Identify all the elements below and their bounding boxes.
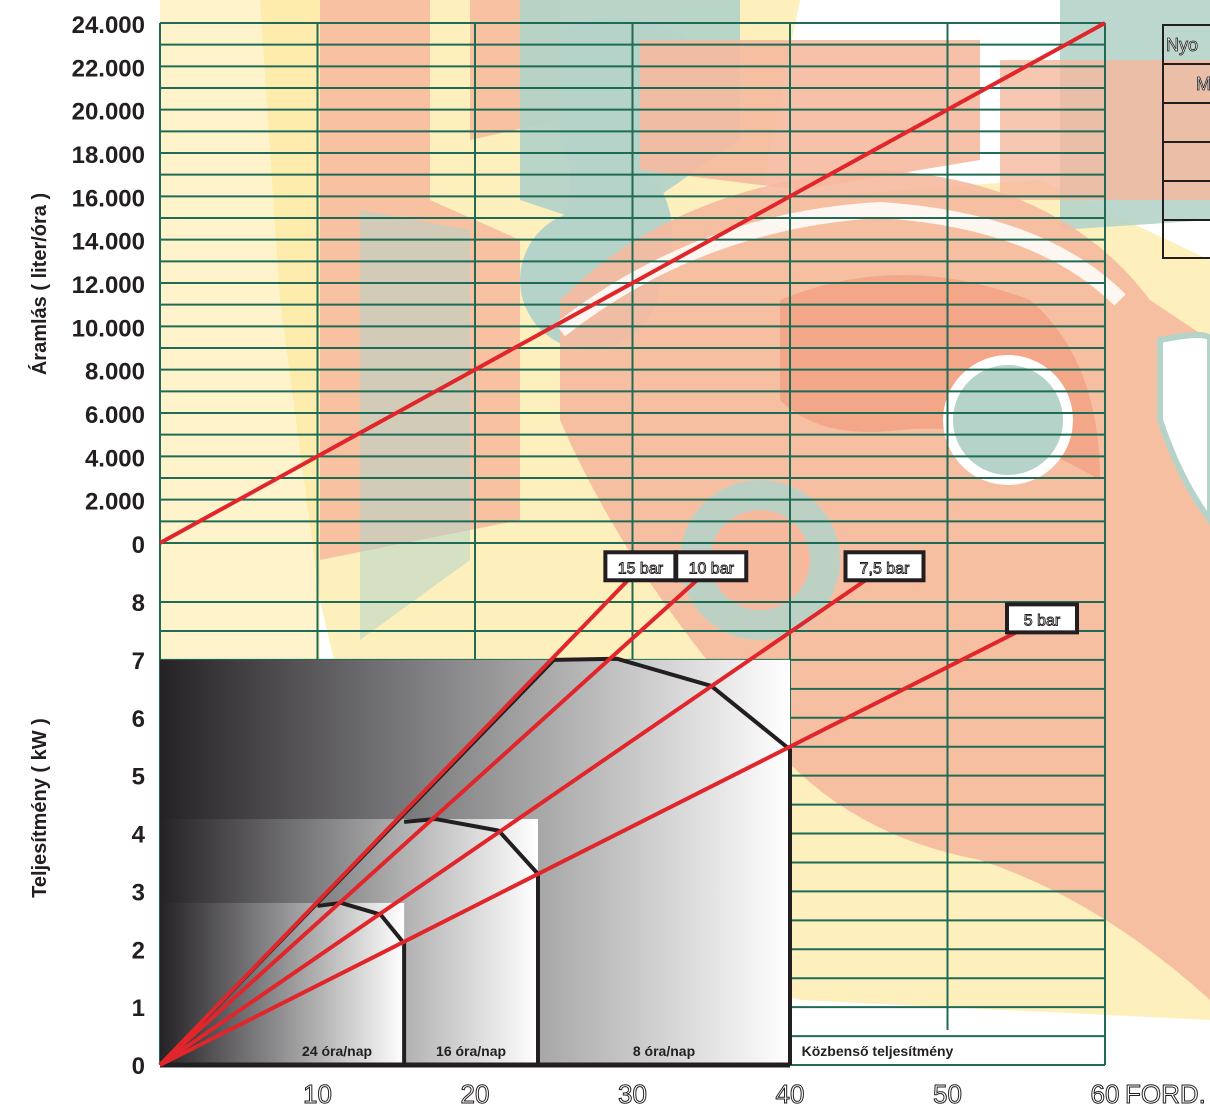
top-y-tick-label: 2.000 [85, 489, 145, 516]
x-tick-label: 20 [461, 1079, 490, 1106]
top-y-tick-label: 18.000 [72, 142, 145, 169]
top-y-tick-label: 24.000 [72, 12, 145, 39]
bottom-y-tick-label: 2 [132, 937, 145, 964]
series-tag-box [674, 550, 749, 583]
flow-series-line [159, 21, 1106, 545]
bottom-y-tick-label: 0 [132, 1053, 145, 1080]
bottom-y-tick-label: 1 [132, 995, 145, 1022]
zone-label-2: 8 óra/nap [633, 1043, 695, 1059]
series-tag-box [843, 550, 926, 583]
top-y-tick-label: 16.000 [72, 185, 145, 212]
x-tick-label: 60 [1091, 1079, 1120, 1106]
bottom-y-tick-label: 5 [132, 764, 145, 791]
series-tag-1: 10 bar [674, 550, 749, 583]
series-tag-box [1005, 602, 1079, 635]
legend-table-cell: M [1196, 74, 1210, 94]
top-y-tick-label: 8.000 [85, 359, 145, 386]
series-tag-label: 5 bar [1024, 612, 1061, 629]
x-tick-label: 10 [303, 1079, 332, 1106]
series-tag-label: 10 bar [689, 560, 735, 577]
operating-zones-layer [158, 656, 792, 1068]
bottom-y-tick-label: 8 [132, 590, 145, 617]
series-layer [158, 21, 1106, 1067]
bottom-y-tick-label: 4 [132, 822, 146, 849]
top-y-tick-label: 20.000 [72, 99, 145, 126]
top-y-tick-label: 12.000 [72, 272, 145, 299]
x-tick-label: 30 [618, 1079, 647, 1106]
zone-label-1: 16 óra/nap [436, 1043, 506, 1059]
series-tag-label: 7,5 bar [860, 560, 910, 577]
top-y-tick-label: 10.000 [72, 315, 145, 342]
top-y-axis-title: Áramlás ( liter/óra ) [28, 193, 51, 375]
power-series-line-1 [158, 565, 713, 1067]
x-tick-label: 50 [933, 1079, 962, 1106]
bottom-y-tick-label: 3 [132, 879, 145, 906]
power-series-line-3 [159, 617, 1043, 1067]
top-y-tick-label: 4.000 [85, 445, 145, 472]
top-y-tick-label: 0 [132, 532, 145, 559]
bottom-y-tick-label: 7 [132, 648, 145, 675]
top-y-tick-label: 22.000 [72, 55, 145, 82]
zone-label-3: Közbenső teljesítmény [802, 1043, 954, 1059]
series-tag-label: 15 bar [618, 560, 664, 577]
bottom-y-axis-title: Teljesítmény ( kW ) [29, 718, 51, 898]
zone-label-0: 24 óra/nap [302, 1043, 372, 1059]
legend-table-cell: Nyo [1166, 35, 1198, 55]
power-series-line-2 [158, 565, 886, 1067]
x-tick-label: 40 [776, 1079, 805, 1106]
x-unit-label: FORD. [1125, 1079, 1206, 1106]
labels-layer: 24 óra/nap 16 óra/nap 8 óra/nap Közbenső te… [28, 12, 1206, 1110]
power-series-line-0 [158, 565, 642, 1067]
legend-table-layer: Nyo M [1162, 24, 1210, 259]
bottom-y-tick-label: 6 [132, 706, 145, 733]
series-tag-2: 7,5 bar [843, 550, 926, 583]
top-y-tick-label: 14.000 [72, 229, 145, 256]
top-y-tick-label: 6.000 [85, 402, 145, 429]
series-tag-3: 5 bar [1005, 602, 1079, 635]
series-tag-0: 15 bar [603, 550, 678, 583]
